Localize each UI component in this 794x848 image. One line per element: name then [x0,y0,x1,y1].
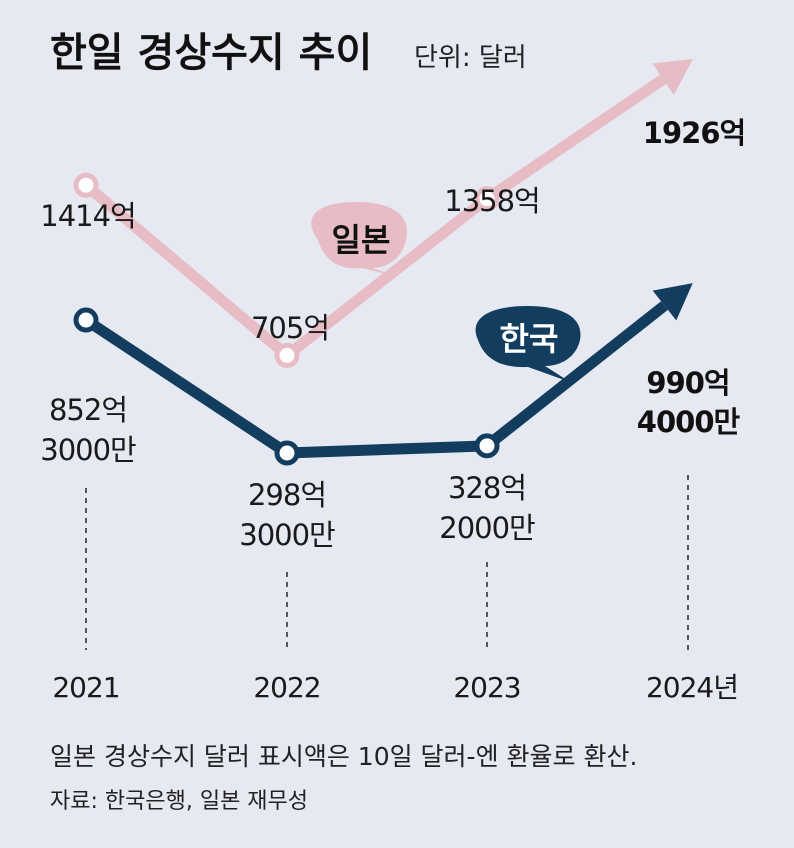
data-point [274,342,300,368]
x-tick-label: 2024년 [646,671,738,704]
data-label: 3000만 [40,433,136,467]
x-tick-label: 2023 [453,671,520,704]
japan-bubble: 일본 [311,202,408,278]
japan-bubble-shape [311,202,408,278]
data-label: 328억 [448,471,526,505]
data-point [73,172,99,198]
footnote: 일본 경상수지 달러 표시액은 10일 달러-엔 환율로 환산. [50,742,637,771]
data-label: 2000만 [439,511,535,545]
data-label: 4000만 [637,405,741,439]
year-labels: 2021 2022 2023 2024년 [52,671,739,704]
series-korea [73,283,693,466]
unit-label: 단위: 달러 [414,43,527,73]
data-label: 1358억 [444,184,539,218]
korea-bubble: 한국 [475,306,581,382]
korea-bubble-label: 한국 [500,320,559,358]
series-arrow-head [652,283,693,321]
data-label: 3000만 [239,518,335,552]
japan-bubble-label: 일본 [332,221,391,259]
data-label: 1926억 [643,116,745,150]
series-japan [73,58,693,368]
data-point [474,186,500,212]
x-tick-label: 2022 [253,671,320,704]
data-point [73,307,99,333]
chart-title: 한일 경상수지 추이 [50,30,372,76]
guide-lines [85,475,689,650]
series-line [82,74,667,361]
x-tick-label: 2021 [52,671,119,704]
value-labels: 1414억 705억 1358억 1926억 852억 3000만 298억 3000만 328… [40,116,746,552]
data-point [474,433,500,459]
korea-bubble-shape [475,306,581,382]
data-label: 1414억 [40,199,135,233]
data-label: 705억 [251,311,329,345]
data-label: 990억 [646,366,729,400]
series-arrow-head [652,58,693,95]
series-line [82,301,668,459]
data-point [274,440,300,466]
data-label: 852억 [49,393,127,427]
data-label: 298억 [248,478,326,512]
source: 자료: 한국은행, 일본 재무성 [50,789,308,814]
